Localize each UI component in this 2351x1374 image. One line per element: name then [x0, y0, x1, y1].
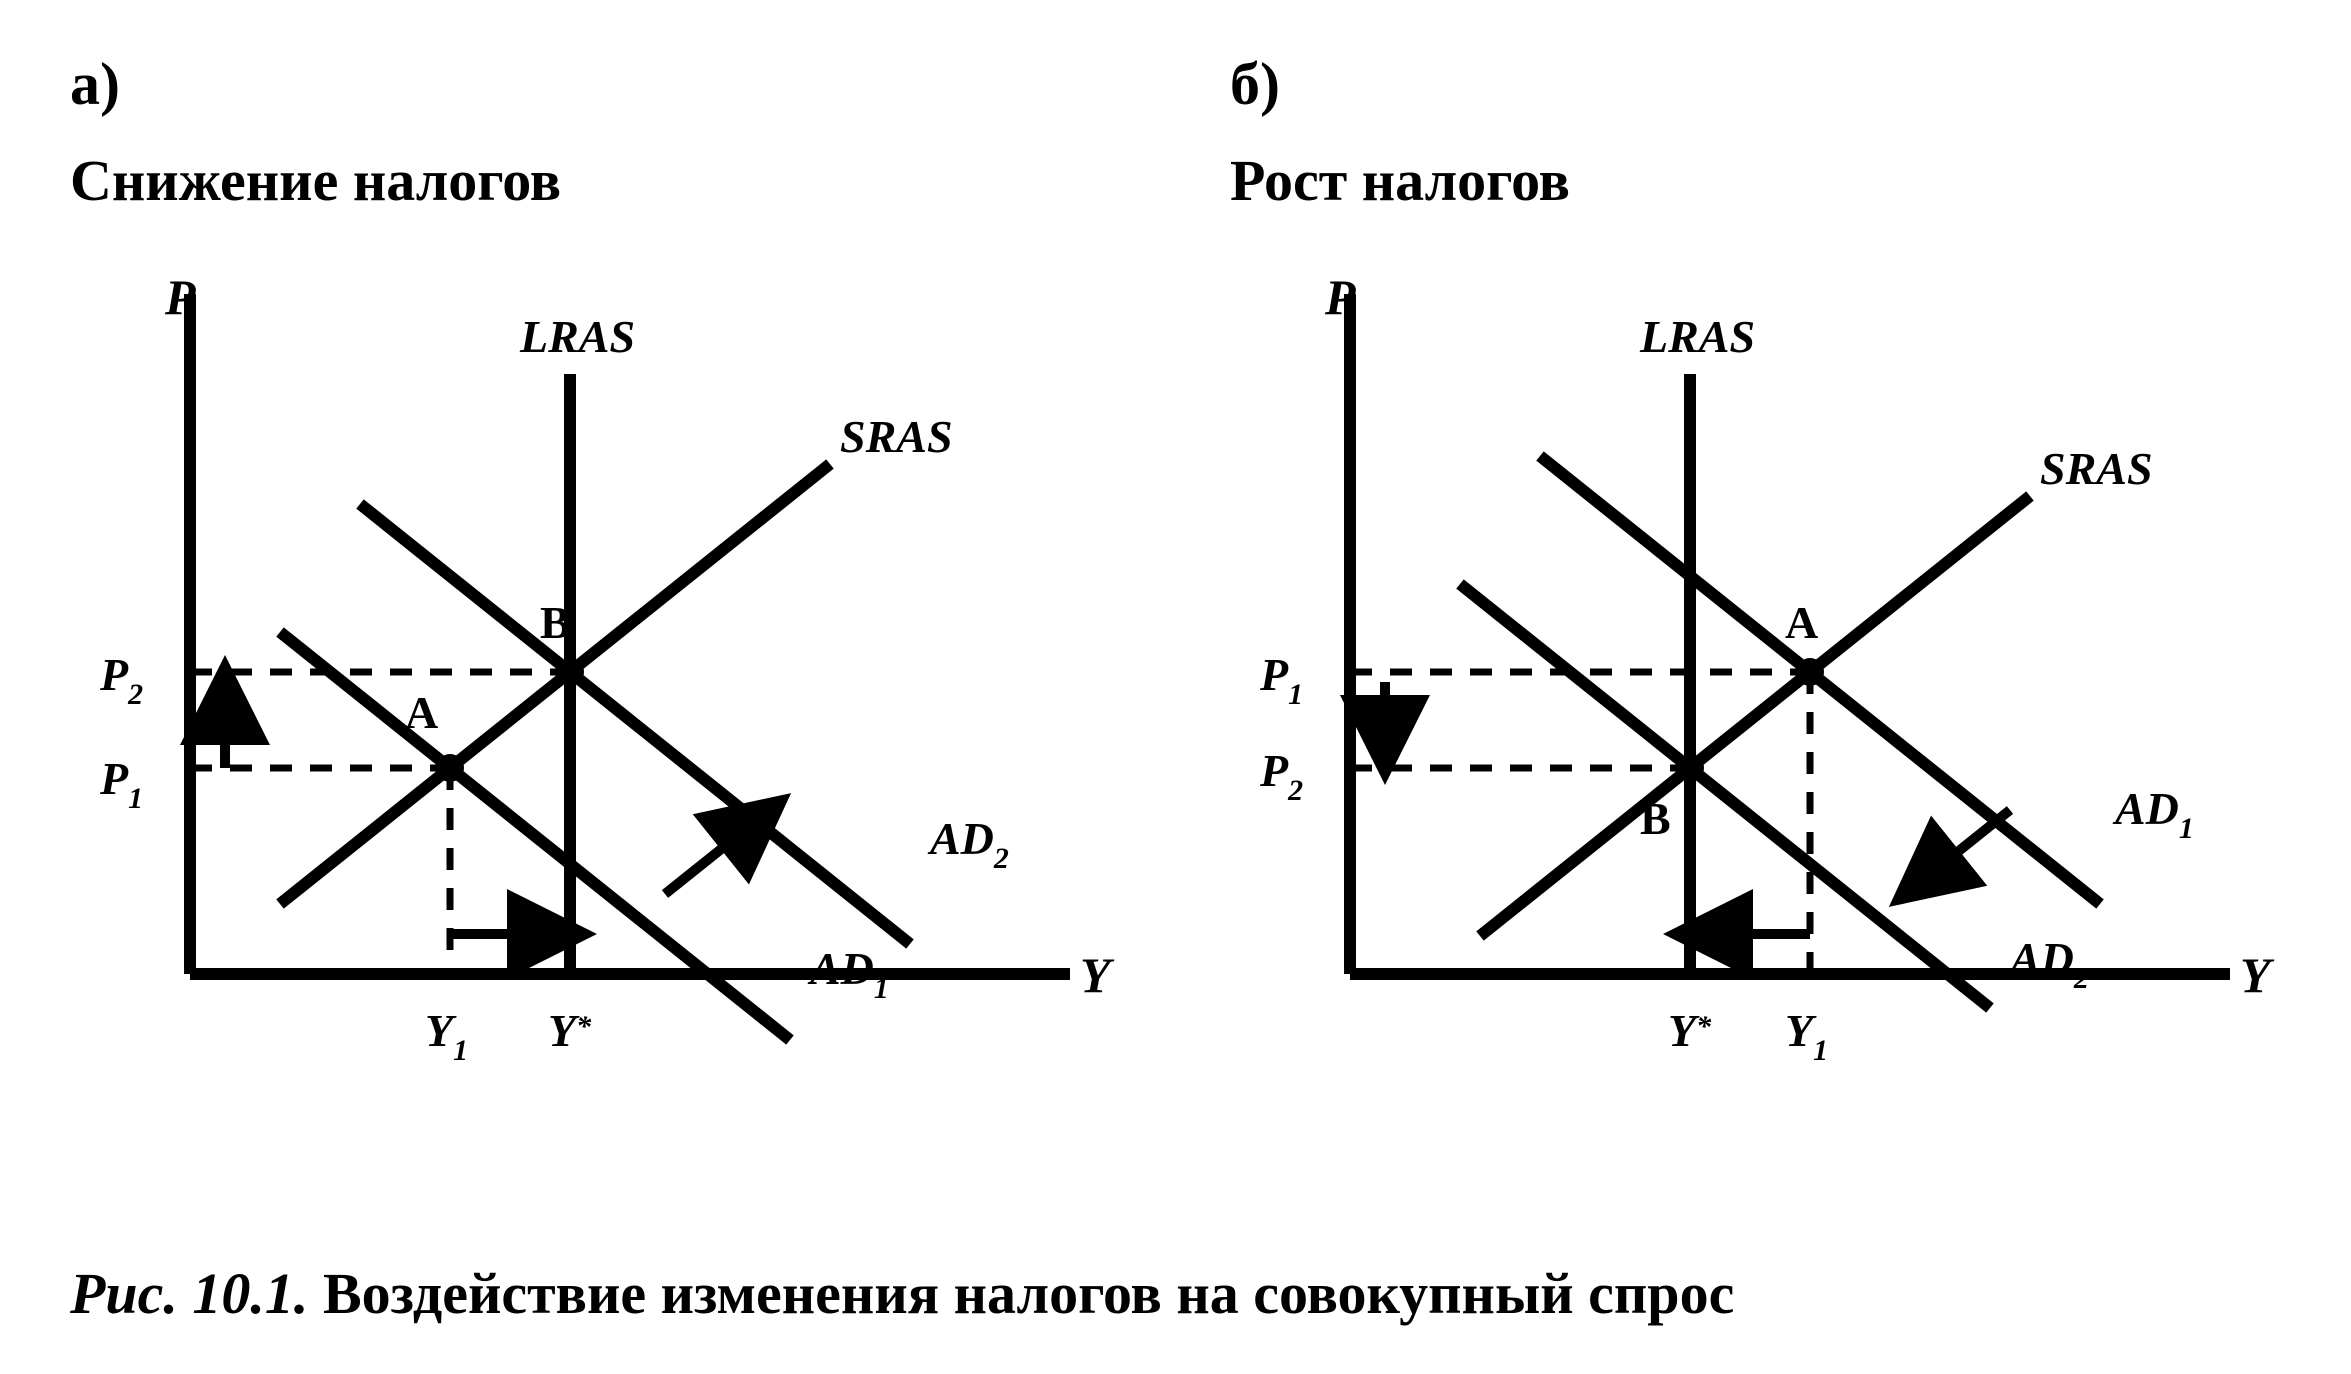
ad2-label: AD2 [2007, 933, 2089, 995]
point-a [436, 754, 464, 782]
point-b [1676, 754, 1704, 782]
tick-p-upper: P1 [1259, 649, 1303, 711]
tick-y-left: Y1 [425, 1005, 468, 1067]
panel-a-title: Снижение налогов [70, 147, 1150, 214]
ad1-label: AD1 [2112, 783, 2194, 845]
point-a-label: A [405, 687, 438, 738]
lras-label: LRAS [519, 311, 635, 362]
x-axis-label: Y [2240, 947, 2275, 1003]
lras-label: LRAS [1639, 311, 1755, 362]
ad-shift-arrow-icon [665, 810, 770, 894]
x-axis-label: Y [1080, 947, 1115, 1003]
tick-y-right: Y* [548, 1005, 592, 1056]
tick-p-upper: P2 [99, 649, 143, 711]
caption-text: Воздействие изменения налогов на совокуп… [323, 1261, 1734, 1326]
point-a-label: A [1785, 597, 1818, 648]
ad2-line [1460, 584, 1990, 1008]
ad-shift-arrow-icon [1910, 810, 2010, 890]
y-axis-label: P [1324, 269, 1356, 325]
point-a [1796, 658, 1824, 686]
figure-page: а) Снижение налогов LRAS SRAS AD1 AD2 [0, 0, 2351, 1374]
tick-y-right: Y1 [1785, 1005, 1828, 1067]
panel-a-letter: а) [70, 50, 1150, 119]
sras-line [1480, 496, 2030, 936]
caption-prefix: Рис. 10.1. [70, 1261, 308, 1326]
ad2-label: AD2 [927, 813, 1009, 875]
sras-line [280, 464, 830, 904]
y-axis-label: P [164, 269, 196, 325]
panel-a-chart: LRAS SRAS AD1 AD2 A B [70, 234, 1130, 1094]
sras-label: SRAS [2040, 443, 2153, 494]
panel-a: а) Снижение налогов LRAS SRAS AD1 AD2 [70, 50, 1150, 1094]
tick-p-lower: P1 [99, 753, 143, 815]
panel-b: б) Рост налогов LRAS SRAS AD1 AD2 [1230, 50, 2310, 1094]
tick-y-left: Y* [1668, 1005, 1712, 1056]
panel-b-letter: б) [1230, 50, 2310, 119]
point-b [556, 658, 584, 686]
panel-b-title: Рост налогов [1230, 147, 2310, 214]
panel-b-chart: LRAS SRAS AD1 AD2 A B [1230, 234, 2290, 1094]
tick-p-lower: P2 [1259, 745, 1303, 807]
figure-caption: Рис. 10.1. Воздействие изменения налогов… [70, 1260, 1734, 1327]
ad1-label: AD1 [807, 943, 889, 1005]
point-b-label: B [1640, 793, 1671, 844]
ad2-line [360, 504, 910, 944]
sras-label: SRAS [840, 411, 953, 462]
point-b-label: B [540, 597, 571, 648]
